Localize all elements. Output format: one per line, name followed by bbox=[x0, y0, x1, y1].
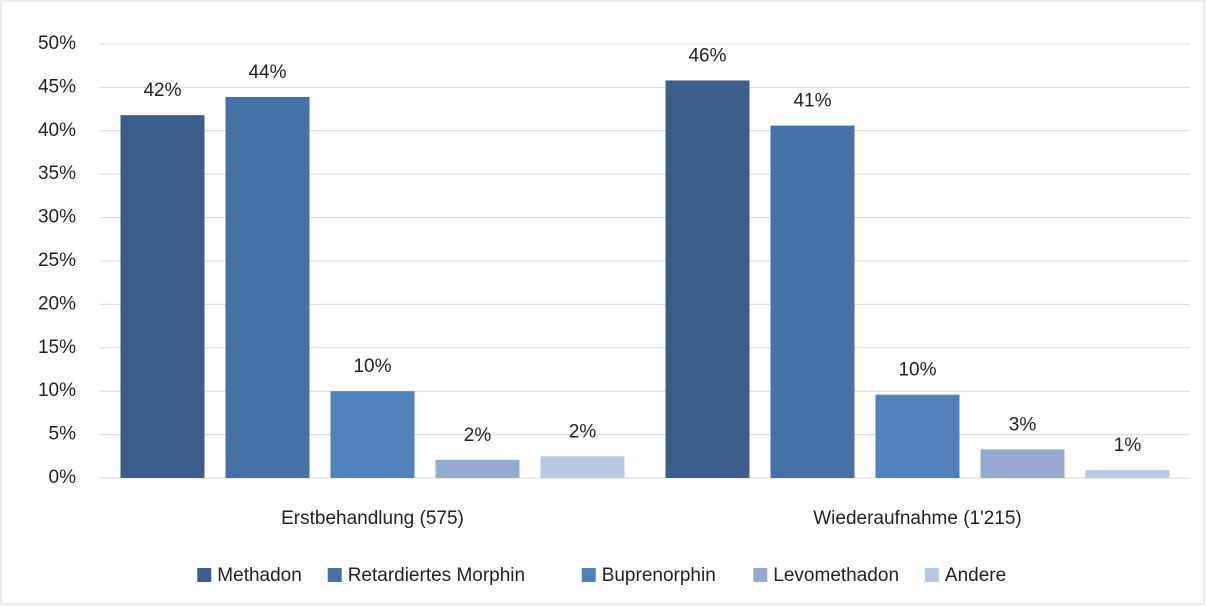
value-label: 1% bbox=[1114, 435, 1142, 456]
bar bbox=[120, 115, 205, 479]
legend-label: Levomethadon bbox=[773, 565, 899, 586]
x-tick-label: Erstbehandlung (575) bbox=[281, 508, 464, 529]
value-label: 10% bbox=[898, 360, 936, 381]
value-label: 46% bbox=[688, 45, 726, 66]
bar bbox=[540, 456, 625, 478]
y-tick-label: 50% bbox=[38, 33, 76, 54]
value-label: 3% bbox=[1009, 414, 1037, 435]
y-tick-label: 10% bbox=[38, 380, 76, 401]
value-label: 2% bbox=[569, 421, 597, 442]
value-label: 42% bbox=[143, 80, 181, 101]
legend-label: Andere bbox=[945, 565, 1006, 586]
value-label: 41% bbox=[793, 91, 831, 112]
y-tick-label: 5% bbox=[49, 424, 77, 445]
legend-swatch bbox=[197, 568, 212, 582]
bar bbox=[1085, 470, 1170, 478]
value-label: 2% bbox=[464, 425, 492, 446]
value-label: 10% bbox=[353, 356, 391, 377]
legend-swatch bbox=[581, 568, 596, 582]
legend-label: Retardiertes Morphin bbox=[348, 565, 525, 586]
bar bbox=[770, 125, 855, 478]
legend-swatch bbox=[924, 568, 939, 582]
bar bbox=[435, 459, 520, 478]
y-tick-label: 25% bbox=[38, 250, 76, 271]
value-label: 44% bbox=[248, 62, 286, 83]
y-tick-label: 35% bbox=[38, 163, 76, 184]
y-tick-label: 15% bbox=[38, 337, 76, 358]
bar bbox=[225, 96, 310, 478]
bar bbox=[665, 80, 750, 479]
y-tick-label: 20% bbox=[38, 293, 76, 314]
legend-swatch bbox=[327, 568, 342, 582]
y-tick-label: 45% bbox=[38, 76, 76, 97]
y-tick-label: 40% bbox=[38, 120, 76, 141]
bar bbox=[875, 394, 960, 478]
legend-label: Methadon bbox=[217, 565, 302, 586]
legend-swatch bbox=[753, 568, 768, 582]
x-tick-label: Wiederaufnahme (1'215) bbox=[813, 508, 1022, 529]
y-tick-label: 30% bbox=[38, 207, 76, 228]
y-tick-label: 0% bbox=[49, 467, 77, 488]
legend-label: Buprenorphin bbox=[602, 565, 716, 586]
bar bbox=[980, 449, 1065, 478]
bar bbox=[330, 391, 415, 478]
